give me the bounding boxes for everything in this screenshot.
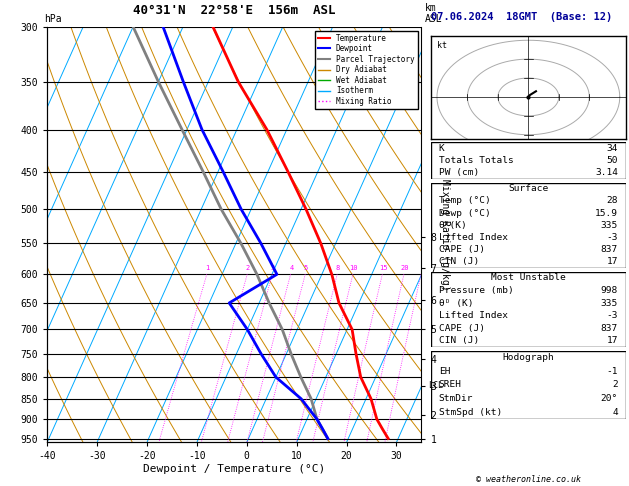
Text: Lifted Index: Lifted Index [438,311,508,320]
Y-axis label: Mixing Ratio (g/kg): Mixing Ratio (g/kg) [440,179,450,290]
Text: Dewp (°C): Dewp (°C) [438,208,491,218]
Text: 15: 15 [379,265,387,271]
Text: 07.06.2024  18GMT  (Base: 12): 07.06.2024 18GMT (Base: 12) [431,12,612,22]
Text: 20: 20 [400,265,409,271]
Text: 335: 335 [601,221,618,230]
Text: StmSpd (kt): StmSpd (kt) [438,408,502,417]
Text: -1: -1 [606,367,618,376]
Text: Totals Totals: Totals Totals [438,156,513,165]
Text: 3.14: 3.14 [595,168,618,177]
Text: Lifted Index: Lifted Index [438,233,508,242]
Text: CIN (J): CIN (J) [438,257,479,266]
Text: 15.9: 15.9 [595,208,618,218]
Text: 5: 5 [304,265,308,271]
Text: Pressure (mb): Pressure (mb) [438,286,513,295]
Text: hPa: hPa [44,14,62,24]
Text: 3: 3 [271,265,275,271]
Text: CAPE (J): CAPE (J) [438,245,485,254]
Text: LCL: LCL [428,382,443,390]
Text: 837: 837 [601,324,618,333]
Text: 998: 998 [601,286,618,295]
Text: Temp (°C): Temp (°C) [438,196,491,206]
Text: 4: 4 [612,408,618,417]
Text: 2: 2 [246,265,250,271]
Text: Most Unstable: Most Unstable [491,274,565,282]
Text: 20°: 20° [601,394,618,403]
Text: EH: EH [438,367,450,376]
Text: 8: 8 [336,265,340,271]
X-axis label: Dewpoint / Temperature (°C): Dewpoint / Temperature (°C) [143,464,325,474]
Text: © weatheronline.co.uk: © weatheronline.co.uk [476,474,581,484]
Text: 4: 4 [289,265,294,271]
Text: CAPE (J): CAPE (J) [438,324,485,333]
Text: CIN (J): CIN (J) [438,336,479,345]
Text: StmDir: StmDir [438,394,473,403]
Text: θᴰ (K): θᴰ (K) [438,298,473,308]
Text: 1: 1 [206,265,210,271]
Text: 17: 17 [606,336,618,345]
Text: Surface: Surface [508,184,548,193]
Text: 34: 34 [606,144,618,153]
Text: 28: 28 [606,196,618,206]
Text: 2: 2 [612,381,618,389]
Text: PW (cm): PW (cm) [438,168,479,177]
Text: kt: kt [437,41,447,50]
Text: km
ASL: km ASL [425,3,442,24]
Text: 335: 335 [601,298,618,308]
Text: 17: 17 [606,257,618,266]
Text: 50: 50 [606,156,618,165]
Text: 10: 10 [349,265,358,271]
Text: 837: 837 [601,245,618,254]
Text: Hodograph: Hodograph [503,353,554,362]
Text: K: K [438,144,445,153]
Legend: Temperature, Dewpoint, Parcel Trajectory, Dry Adiabat, Wet Adiabat, Isotherm, Mi: Temperature, Dewpoint, Parcel Trajectory… [315,31,418,109]
Text: -3: -3 [606,311,618,320]
Text: 40°31'N  22°58'E  156m  ASL: 40°31'N 22°58'E 156m ASL [133,4,335,17]
Text: SREH: SREH [438,381,462,389]
Text: -3: -3 [606,233,618,242]
Text: θᴰ(K): θᴰ(K) [438,221,467,230]
